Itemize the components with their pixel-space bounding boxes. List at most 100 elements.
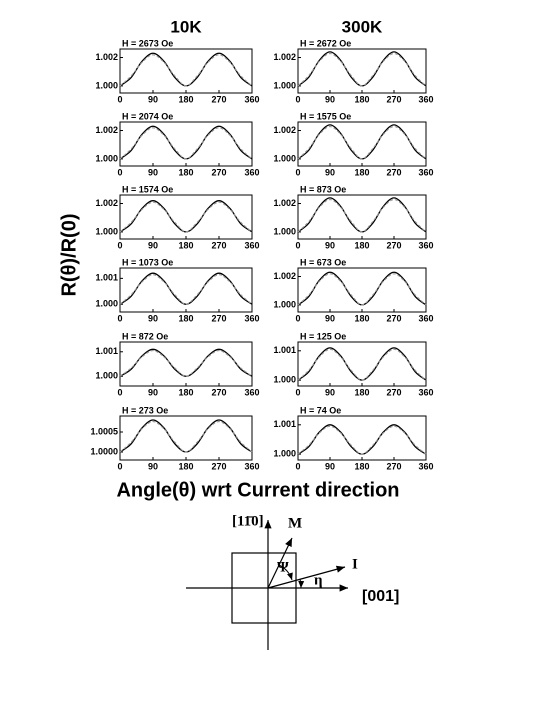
data-line: [119, 348, 253, 377]
x-tick-label: 90: [148, 313, 158, 323]
x-tick-label: 0: [117, 240, 122, 250]
vector-label: I: [352, 556, 358, 572]
x-tick-label: 0: [295, 167, 300, 177]
data-line: [297, 425, 427, 455]
x-tick-label: 0: [295, 94, 300, 104]
x-tick-label: 180: [354, 167, 369, 177]
x-tick-label: 360: [244, 167, 259, 177]
panel-title: H = 2672 Oe: [300, 38, 351, 48]
x-tick-label: 270: [386, 387, 401, 397]
x-tick-label: 360: [418, 167, 433, 177]
x-tick-label: 270: [386, 461, 401, 471]
y-tick-label: 1.000: [95, 153, 118, 163]
x-tick-label: 180: [178, 240, 193, 250]
x-tick-label: 0: [117, 313, 122, 323]
y-axis-label: R(θ)/R(0): [58, 213, 80, 296]
y-tick-label: 1.0005: [90, 426, 118, 436]
x-tick-label: 270: [211, 387, 226, 397]
x-tick-label: 270: [211, 167, 226, 177]
panel: H = 872 Oe 0 90 180 270 360 1.000 1.001: [95, 331, 259, 397]
y-tick-label: 1.001: [273, 345, 296, 355]
axis-label: [11̄0]: [232, 513, 264, 529]
x-tick-label: 270: [211, 94, 226, 104]
axis-label: [001]: [362, 588, 399, 605]
data-line: [119, 419, 253, 453]
x-tick-label: 360: [244, 387, 259, 397]
data-line: [119, 52, 253, 87]
x-tick-label: 360: [418, 94, 433, 104]
panel: H = 1575 Oe 0 90 180 270 360 1.000 1.002: [273, 111, 433, 177]
data-line: [297, 347, 427, 381]
angle-label: Ψ: [277, 559, 289, 575]
data-line: [119, 421, 253, 453]
plot-frame: [119, 341, 253, 387]
x-tick-label: 90: [325, 461, 335, 471]
x-tick-label: 90: [148, 240, 158, 250]
x-tick-label: 270: [386, 167, 401, 177]
panel: H = 673 Oe 0 90 180 270 360 1.000 1.002: [273, 257, 433, 323]
x-tick-label: 90: [325, 167, 335, 177]
data-line: [297, 124, 427, 160]
data-line: [297, 198, 427, 233]
geometry-diagram: [11̄0] M I Ψ η [001]: [186, 513, 399, 650]
y-tick-label: 1.000: [273, 299, 296, 309]
y-tick-label: 1.002: [273, 52, 296, 62]
y-tick-label: 1.000: [95, 226, 118, 236]
x-tick-label: 0: [117, 94, 122, 104]
x-tick-label: 0: [117, 167, 122, 177]
y-tick-label: 1.000: [273, 375, 296, 385]
x-tick-label: 90: [325, 240, 335, 250]
data-line: [119, 272, 253, 305]
data-line: [297, 424, 427, 455]
x-tick-label: 360: [418, 313, 433, 323]
x-tick-label: 360: [418, 387, 433, 397]
y-tick-label: 1.002: [273, 125, 296, 135]
x-tick-label: 0: [295, 387, 300, 397]
panel-title: H = 273 Oe: [122, 405, 168, 415]
panel-title: H = 2074 Oe: [122, 111, 173, 121]
panel: H = 1574 Oe 0 90 180 270 360 1.000 1.002: [95, 184, 259, 250]
column-title: 10K: [170, 17, 202, 36]
y-tick-label: 1.002: [273, 271, 296, 281]
y-tick-label: 1.000: [95, 299, 118, 309]
y-tick-label: 1.000: [95, 80, 118, 90]
data-line: [119, 274, 253, 305]
data-line: [119, 127, 253, 160]
data-line: [119, 350, 253, 377]
x-tick-label: 90: [148, 167, 158, 177]
i-arrow: [267, 565, 346, 589]
x-tick-label: 180: [178, 167, 193, 177]
x-tick-label: 360: [244, 313, 259, 323]
x-tick-label: 360: [418, 240, 433, 250]
data-line: [119, 54, 253, 87]
x-tick-label: 90: [325, 387, 335, 397]
plot-frame: [297, 415, 427, 461]
y-tick-label: 1.000: [273, 226, 296, 236]
y-tick-label: 1.000: [273, 80, 296, 90]
x-tick-label: 180: [354, 94, 369, 104]
x-tick-label: 90: [148, 461, 158, 471]
x-tick-label: 360: [244, 461, 259, 471]
panel: H = 2673 Oe 0 90 180 270 360 1.000 1.002: [95, 38, 259, 104]
x-axis-label: Angle(θ) wrt Current direction: [116, 479, 399, 501]
y-tick-label: 1.001: [95, 346, 118, 356]
panel-title: H = 673 Oe: [300, 257, 346, 267]
panel-title: H = 872 Oe: [122, 331, 168, 341]
y-tick-label: 1.000: [273, 153, 296, 163]
data-line: [297, 271, 427, 306]
x-tick-label: 180: [178, 94, 193, 104]
x-tick-label: 90: [325, 313, 335, 323]
x-tick-label: 90: [148, 387, 158, 397]
panel: H = 273 Oe 0 90 180 270 360 1.0000 1.0005: [90, 405, 259, 471]
x-tick-label: 360: [418, 461, 433, 471]
y-tick-label: 1.002: [273, 198, 296, 208]
column-title: 300K: [342, 17, 383, 36]
data-line: [297, 273, 427, 306]
panel: H = 2074 Oe 0 90 180 270 360 1.000 1.002: [95, 111, 259, 177]
x-tick-label: 180: [178, 387, 193, 397]
y-tick-label: 1.000: [95, 371, 118, 381]
eta-arc: [298, 578, 305, 589]
x-tick-label: 180: [354, 313, 369, 323]
data-line: [297, 125, 427, 160]
y-tick-label: 1.0000: [90, 446, 118, 456]
